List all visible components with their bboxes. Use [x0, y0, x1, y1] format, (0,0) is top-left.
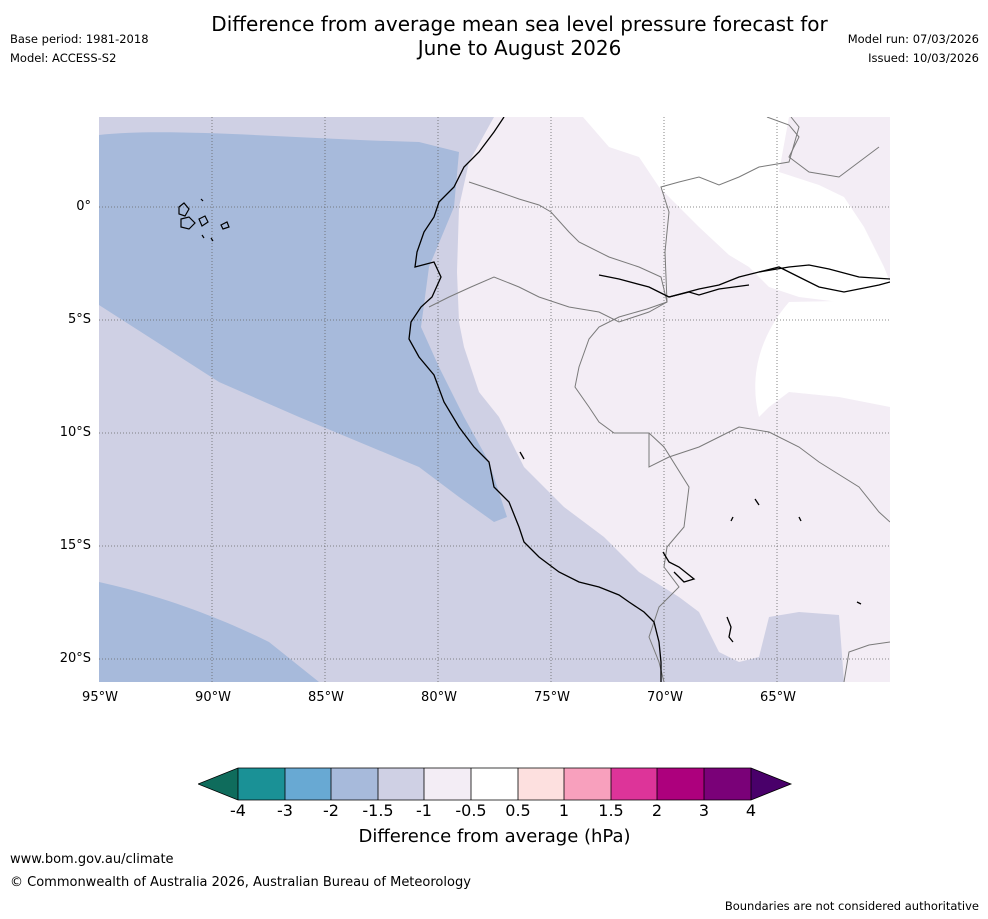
colorbar-tick: 1.5 — [598, 801, 624, 820]
colorbar-extend-low — [198, 768, 238, 800]
colorbar-tick: -1.5 — [362, 801, 394, 820]
colorbar-svg — [196, 767, 793, 801]
lat-label-0: 0° — [76, 199, 91, 214]
lat-label-10s: 10°S — [59, 425, 91, 440]
colorbar-outline — [196, 767, 793, 801]
colorbar-tick: 4 — [745, 801, 757, 820]
chart-title: Difference from average mean sea level p… — [0, 12, 988, 60]
lon-label-95w: 95°W — [82, 690, 118, 705]
lon-label-75w: 75°W — [534, 690, 570, 705]
colorbar-tick: 1 — [558, 801, 570, 820]
colorbar-segment-11 — [704, 768, 751, 800]
fill-patch-northeast — [847, 125, 889, 167]
galapagos-islands — [178, 198, 230, 242]
fill-near-zero-north — [583, 117, 890, 302]
base-period: Base period: 1981-2018 — [10, 32, 149, 46]
colorbar-tick: -2 — [323, 801, 339, 820]
colorbar-segment-3 — [331, 768, 378, 800]
meta-left: Base period: 1981-2018 Model: ACCESS-S2 — [10, 30, 149, 68]
colorbar-segment-4 — [378, 768, 424, 800]
lat-label-5s: 5°S — [67, 312, 91, 327]
lon-label-85w: 85°W — [308, 690, 344, 705]
disclaimer: Boundaries are not considered authoritat… — [724, 899, 979, 913]
model-name: Model: ACCESS-S2 — [10, 51, 117, 65]
colorbar-label: Difference from average (hPa) — [358, 826, 631, 847]
colorbar-tick: 0.5 — [505, 801, 531, 820]
fill-minus-2-to-minus-1-5-offshore — [99, 132, 507, 523]
model-run: Model run: 07/03/2026 — [847, 32, 979, 46]
title-line-1: Difference from average mean sea level p… — [211, 12, 828, 36]
colorbar-segment-5 — [424, 768, 471, 800]
colorbar-segment-6 — [471, 768, 518, 800]
graticule — [99, 117, 890, 682]
colorbar-tick: -1 — [416, 801, 432, 820]
website-link[interactable]: www.bom.gov.au/climate — [10, 852, 174, 867]
colorbar-segment-10 — [657, 768, 704, 800]
coastline — [408, 117, 890, 682]
lon-label-90w: 90°W — [195, 690, 231, 705]
colorbar-extend-high — [751, 768, 791, 800]
issued-date: Issued: 10/03/2026 — [868, 51, 979, 65]
colorbar-segment-2 — [285, 768, 331, 800]
colorbar-segment-9 — [611, 768, 657, 800]
fill-minus-2-to-minus-1-5-southwest — [99, 582, 319, 682]
lon-label-80w: 80°W — [421, 690, 457, 705]
pressure-anomaly-map — [99, 117, 890, 682]
colorbar-segment-1 — [238, 768, 285, 800]
lon-label-70w: 70°W — [647, 690, 683, 705]
colorbar-segment-7 — [518, 768, 564, 800]
country-borders — [428, 117, 890, 682]
colorbar-tick: 3 — [698, 801, 710, 820]
lat-label-20s: 20°S — [59, 651, 91, 666]
meta-right: Model run: 07/03/2026 Issued: 10/03/2026 — [848, 30, 979, 68]
lon-label-65w: 65°W — [760, 690, 796, 705]
copyright-notice: © Commonwealth of Australia 2026, Austra… — [10, 875, 471, 890]
colorbar-tick: -0.5 — [455, 801, 487, 820]
colorbar-tick: -4 — [230, 801, 246, 820]
lat-label-15s: 15°S — [59, 538, 91, 553]
colorbar-segment-8 — [564, 768, 611, 800]
map-svg — [99, 117, 890, 682]
fill-near-zero-east — [755, 300, 890, 417]
title-line-2: June to August 2026 — [417, 36, 622, 60]
colorbar-tick: -3 — [277, 801, 293, 820]
colorbar-tick: 2 — [651, 801, 663, 820]
colorbar — [196, 767, 793, 807]
